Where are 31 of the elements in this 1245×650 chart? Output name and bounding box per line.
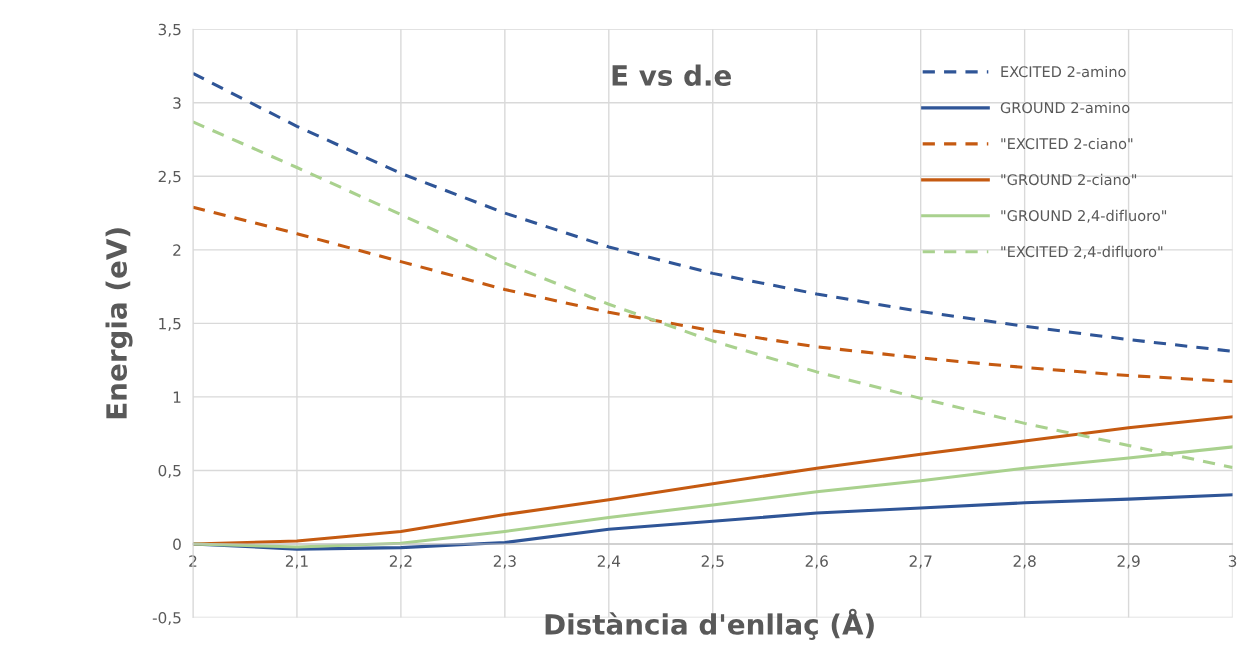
x-tick-label: 2 xyxy=(189,555,197,567)
x-tick-label: 2,5 xyxy=(701,555,724,569)
x-axis-title: Distància d'enllaç (Å) xyxy=(545,608,874,640)
line-series xyxy=(192,205,1233,383)
x-tick-label: 2,7 xyxy=(909,555,932,569)
x-tick-label: 2,2 xyxy=(389,555,412,569)
legend-label: "EXCITED 2-ciano" xyxy=(1001,137,1133,150)
x-tick-label: 2,1 xyxy=(285,555,308,569)
legend-label: "GROUND 2-ciano" xyxy=(1001,173,1137,186)
x-tick-label: 2,9 xyxy=(1117,555,1140,569)
y-tick-label: 1,5 xyxy=(159,318,181,331)
y-tick-label: -0,5 xyxy=(152,611,181,626)
y-tick-label: 3 xyxy=(173,97,181,109)
y-tick-label: 0,5 xyxy=(158,464,181,479)
y-tick-label: 3,5 xyxy=(158,23,181,37)
x-tick-label: 2,8 xyxy=(1013,555,1036,569)
legend-label: "GROUND 2,4-difluoro" xyxy=(1001,209,1167,223)
line-series xyxy=(192,415,1233,546)
legend-label: GROUND 2-amino xyxy=(1000,101,1130,114)
x-tick-label: 2,6 xyxy=(805,555,828,569)
x-tick-label: 2,4 xyxy=(597,555,621,569)
legend-label: EXCITED 2-amino xyxy=(1001,65,1126,78)
y-tick-label: 1 xyxy=(173,391,181,403)
y-tick-label: 2,5 xyxy=(158,170,181,184)
y-tick-label: 2 xyxy=(173,244,181,256)
x-tick-label: 3 xyxy=(1228,555,1237,567)
y-axis-title: Energia (eV) xyxy=(105,228,133,419)
x-tick-label: 2,3 xyxy=(493,555,516,569)
legend-label: "EXCITED 2,4-difluoro" xyxy=(1001,245,1163,259)
y-tick-label: 0 xyxy=(173,538,181,550)
text: E vs d.e xyxy=(612,64,731,87)
